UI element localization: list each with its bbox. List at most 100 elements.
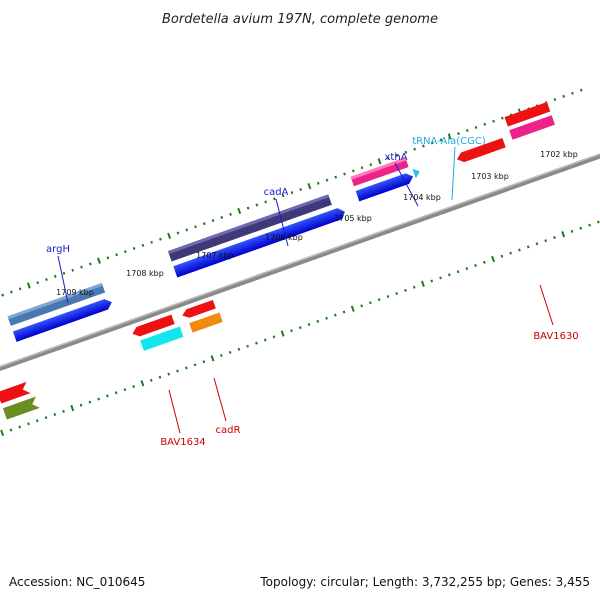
minor-tick: [88, 262, 92, 266]
minor-tick: [176, 231, 180, 235]
minor-tick: [220, 215, 224, 219]
minor-tick: [413, 147, 417, 151]
minor-tick: [579, 226, 583, 230]
minor-tick: [447, 273, 451, 277]
minor-tick: [290, 329, 293, 333]
major-tick: [491, 255, 495, 263]
minor-tick: [298, 326, 302, 330]
gene-label-xthA[interactable]: xthA: [384, 152, 407, 163]
minor-tick: [553, 236, 556, 240]
gene-label-argH[interactable]: argH: [46, 244, 70, 255]
minor-tick: [430, 279, 434, 283]
minor-tick: [97, 397, 100, 401]
minor-tick: [53, 274, 57, 278]
major-tick: [350, 305, 355, 312]
gene-cadA-arrow[interactable]: [173, 206, 347, 278]
minor-tick: [333, 313, 337, 317]
major-tick: [140, 380, 145, 387]
minor-tick: [35, 419, 39, 423]
trna-ala-arrow[interactable]: [412, 167, 421, 179]
gene-argH-arrow[interactable]: [12, 297, 114, 342]
minor-tick: [71, 268, 75, 272]
minor-tick: [369, 163, 373, 167]
gene-bav1630-red[interactable]: [455, 137, 506, 164]
gene-bav1634-red[interactable]: [131, 314, 175, 339]
minor-tick: [272, 335, 276, 339]
map-title: Bordetella avium 197N, complete genome: [162, 12, 438, 27]
minor-tick: [263, 338, 267, 342]
minor-tick: [343, 172, 346, 176]
minor-tick: [325, 316, 328, 320]
minor-tick: [369, 301, 372, 305]
minor-tick: [465, 267, 469, 271]
minor-tick: [553, 97, 557, 102]
minor-tick: [483, 122, 487, 126]
minor-tick: [474, 125, 478, 129]
major-tick: [377, 158, 382, 165]
gene-cadR-orange[interactable]: [189, 312, 223, 333]
gene-label-trna-ala[interactable]: tRNA-Ala(CGC): [412, 136, 486, 147]
minor-tick: [1, 293, 4, 297]
major-tick: [447, 133, 452, 140]
minor-tick: [53, 412, 57, 417]
gene-cadA-block[interactable]: [167, 194, 332, 262]
kbp-label: 1706 kbp: [265, 233, 303, 242]
major-tick: [280, 330, 285, 337]
minor-tick: [79, 403, 83, 407]
minor-tick: [158, 375, 162, 379]
minor-tick: [62, 409, 65, 413]
gene-bav1634-cyan[interactable]: [140, 326, 184, 351]
minor-tick: [422, 144, 425, 148]
minor-tick: [571, 91, 574, 95]
gene-cadR-red[interactable]: [181, 299, 216, 320]
minor-tick: [387, 156, 390, 160]
minor-tick: [570, 229, 574, 233]
minor-tick: [535, 242, 539, 246]
gene-label-bav1630[interactable]: BAV1630: [533, 331, 578, 342]
major-tick: [307, 183, 312, 190]
minor-tick: [255, 203, 259, 207]
kbp-label: 1703 kbp: [471, 172, 509, 181]
minor-tick: [526, 245, 530, 249]
minor-tick: [518, 248, 521, 252]
gene-label-cadA[interactable]: cadA: [264, 187, 289, 198]
major-tick: [70, 404, 75, 412]
kbp-label: 1704 kbp: [403, 193, 441, 202]
minor-tick: [351, 169, 355, 173]
minor-tick: [202, 222, 206, 226]
kbp-label: 1708 kbp: [126, 269, 164, 278]
minor-tick: [439, 138, 443, 142]
gene-right-red-upper[interactable]: [504, 102, 551, 127]
gene-left-olive[interactable]: [2, 396, 40, 420]
minor-tick: [316, 181, 320, 185]
gene-xthA-block[interactable]: [350, 157, 409, 187]
minor-tick: [492, 119, 495, 123]
gene-xthA-arrow[interactable]: [355, 171, 415, 202]
minor-tick: [194, 225, 197, 229]
minor-tick: [483, 260, 486, 264]
gene-label-bav1634[interactable]: BAV1634: [160, 437, 205, 448]
minor-tick: [80, 265, 83, 269]
gene-argH-block[interactable]: [7, 283, 106, 326]
gene-label-cadR[interactable]: cadR: [216, 425, 241, 436]
major-tick: [561, 231, 566, 238]
minor-tick: [264, 200, 267, 204]
major-tick: [420, 280, 425, 288]
minor-tick: [316, 319, 320, 323]
minor-tick: [360, 304, 363, 308]
minor-tick: [439, 276, 442, 280]
minor-tick: [10, 290, 13, 294]
minor-tick: [465, 129, 469, 133]
minor-tick: [228, 350, 232, 354]
minor-tick: [167, 372, 171, 376]
minor-tick: [404, 150, 408, 154]
gene-labels: argH cadA xthA tRNA-Ala(CGC) BAV1630 BAV…: [46, 136, 579, 448]
gene-right-pink[interactable]: [509, 115, 555, 140]
minor-tick: [62, 271, 66, 275]
gene-left-red-lower[interactable]: [0, 381, 31, 404]
minor-tick: [18, 425, 22, 429]
minor-tick: [123, 388, 127, 392]
minor-tick: [360, 166, 364, 170]
minor-tick: [307, 322, 311, 326]
major-tick: [0, 429, 5, 437]
